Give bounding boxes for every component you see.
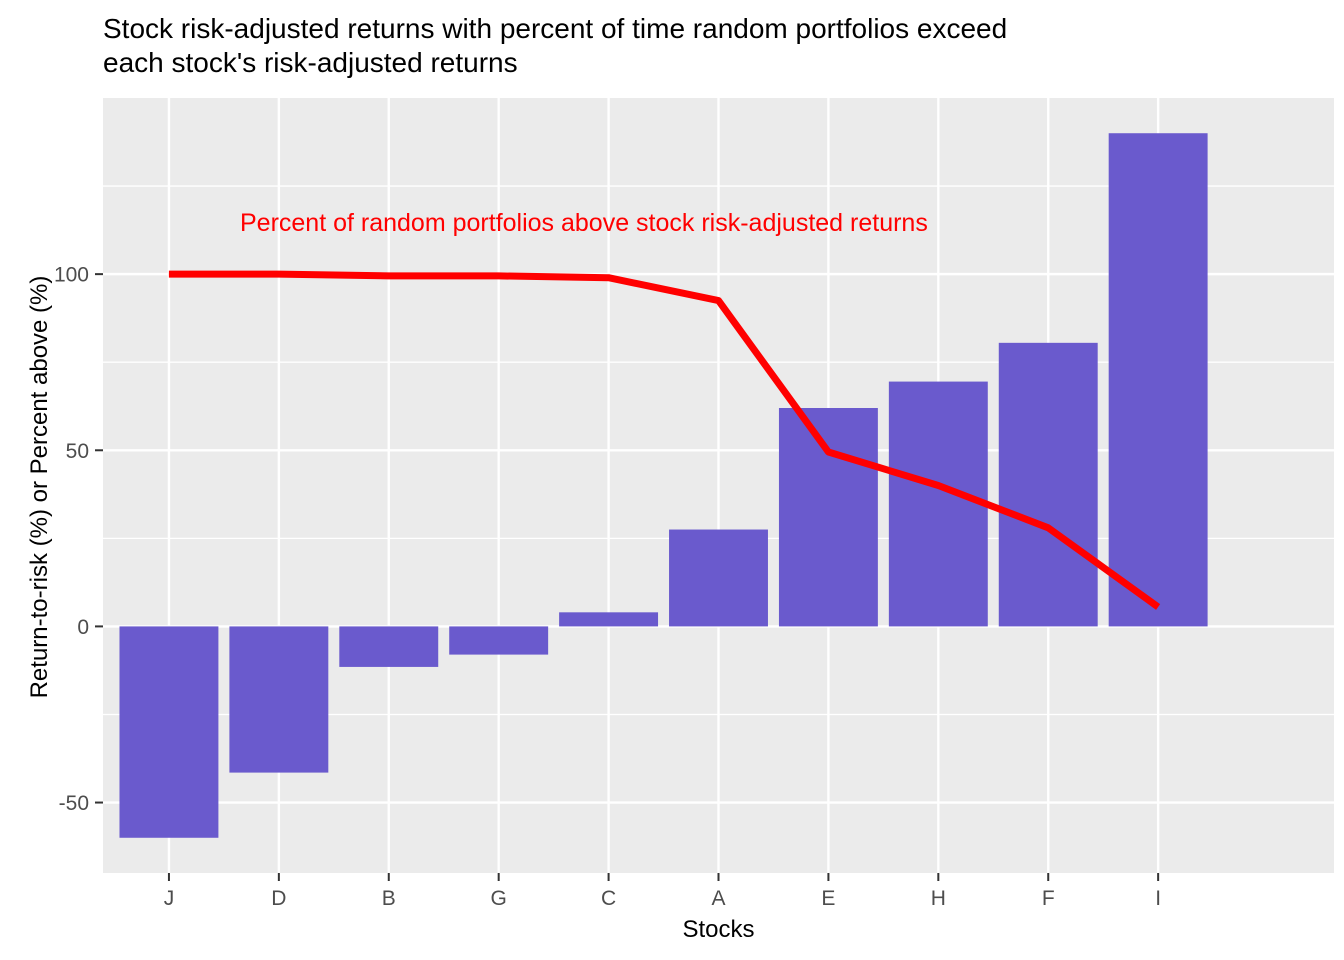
x-tick-label-I: I xyxy=(1155,887,1161,910)
x-axis-title: Stocks xyxy=(682,916,755,943)
x-tick-label-G: G xyxy=(491,887,507,910)
bar-E xyxy=(778,408,878,627)
x-tick-label-A: A xyxy=(711,887,725,910)
y-axis-title: Return-to-risk (%) or Percent above (%) xyxy=(26,275,53,699)
bar-C xyxy=(559,612,659,627)
y-tick-label-50: 50 xyxy=(66,440,89,463)
bar-I xyxy=(1108,133,1208,627)
bar-G xyxy=(449,626,549,655)
chart-title: Stock risk-adjusted returns with percent… xyxy=(103,12,1007,80)
x-tick-label-B: B xyxy=(382,887,396,910)
x-tick-label-C: C xyxy=(601,887,616,910)
percent-line xyxy=(168,270,1161,610)
bar-J xyxy=(119,626,219,838)
x-tick-label-D: D xyxy=(271,887,286,910)
bar-D xyxy=(229,626,329,773)
chart-title-line-2: each stock's risk-adjusted returns xyxy=(103,47,518,79)
x-tick-label-J: J xyxy=(164,887,175,910)
line-annotation-label: Percent of random portfolios above stock… xyxy=(240,209,928,237)
x-tick-label-H: H xyxy=(931,887,946,910)
x-tick-label-E: E xyxy=(821,887,835,910)
bar-B xyxy=(339,626,439,667)
y-tick-label-0: 0 xyxy=(77,616,89,639)
bar-H xyxy=(888,381,988,627)
y-tick-label--50: -50 xyxy=(59,792,89,815)
y-tick-label-100: 100 xyxy=(54,264,89,287)
x-tick-label-F: F xyxy=(1042,887,1055,910)
bar-F xyxy=(998,342,1098,627)
bar-A xyxy=(669,529,768,627)
chart-title-line-1: Stock risk-adjusted returns with percent… xyxy=(103,13,1008,44)
